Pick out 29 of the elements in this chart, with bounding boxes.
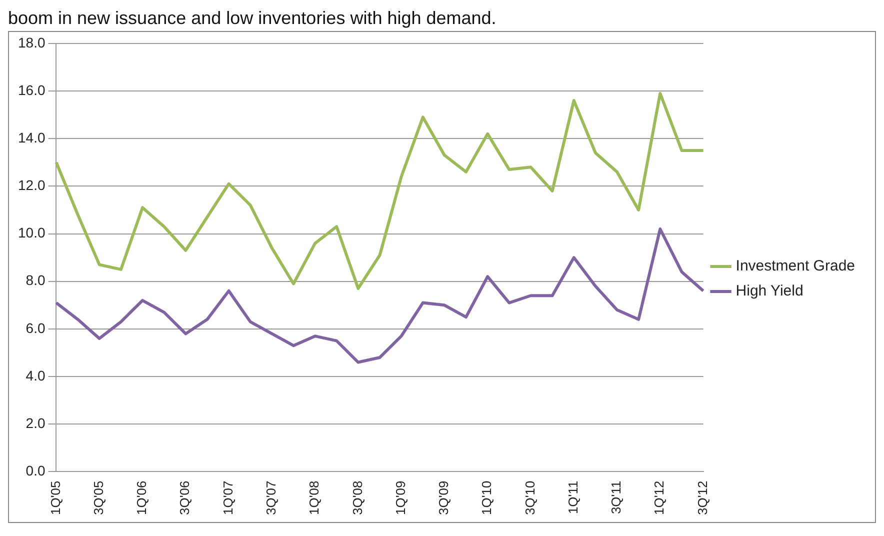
x-tick-label: 3Q'11 [608,480,624,514]
y-tick-label: 4.0 [26,367,46,384]
y-tick-label: 2.0 [26,414,46,431]
y-tick-label: 18.0 [18,34,46,50]
text: boom in new issuance and low inventories with high demand. [8,8,498,29]
x-tick-label: 3Q'10 [522,480,538,516]
y-tick-label: 16.0 [18,82,46,98]
x-tick-label: 1Q'05 [48,480,63,516]
x-tick-label: 1Q'08 [306,480,322,516]
x-tick-label: 1Q'10 [479,480,494,516]
x-tick-label: 3Q'09 [436,480,452,516]
x-tick-label: 1Q'07 [220,480,236,516]
y-tick-label: 8.0 [26,272,46,288]
y-tick-label: 6.0 [26,320,46,336]
x-tick-label: 1Q'09 [392,480,408,516]
x-tick-label: 1Q'06 [134,480,150,516]
y-tick-label: 12.0 [18,177,46,194]
legend-label: Investment Grade [736,258,856,275]
x-tick-label: 3Q'08 [350,480,365,516]
x-tick-label: 3Q'05 [90,480,106,516]
y-tick-label: 10.0 [18,224,46,241]
x-tick-label: 1Q'11 [565,480,580,514]
x-tick-label: 1Q'12 [652,480,667,516]
legend-label: High Yield [736,282,804,300]
y-tick-label: 14.0 [18,129,46,146]
x-tick-label: 3Q'12 [694,480,710,516]
x-tick-label: 3Q'06 [177,480,192,516]
x-tick-label: 3Q'07 [264,480,278,516]
y-tick-label: 0.0 [26,462,46,479]
